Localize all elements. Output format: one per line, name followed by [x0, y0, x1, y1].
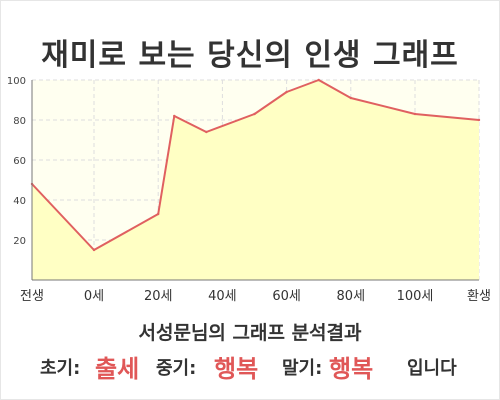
early-label: 초기:: [40, 358, 81, 379]
chart-title: 재미로 보는 당신의 인생 그래프: [41, 38, 459, 73]
data-point: [253, 112, 256, 116]
analysis-name-line: 서성문님의 그래프 분석결과: [138, 322, 362, 344]
middle-value: 행복: [214, 355, 259, 383]
late-label: 말기:: [282, 358, 323, 379]
y-tick-label: 20: [13, 236, 26, 247]
middle-label: 중기:: [156, 358, 197, 379]
x-tick-label: 100세: [397, 289, 434, 304]
x-tick-label: 환생: [467, 289, 491, 304]
x-tick-label: 60세: [272, 289, 301, 304]
data-point: [477, 118, 481, 122]
series-area: [32, 80, 479, 280]
early-value: 출세: [95, 355, 140, 383]
data-point: [173, 114, 176, 118]
late-value: 행복: [329, 355, 374, 383]
data-point: [349, 96, 352, 100]
x-tick-label: 80세: [337, 289, 366, 304]
y-tick-label: 60: [13, 156, 26, 167]
x-tick-label: 전생: [20, 289, 44, 304]
data-point: [413, 112, 417, 116]
x-tick-label: 0세: [84, 289, 104, 304]
data-point: [317, 78, 320, 82]
x-tick-label: 20세: [144, 289, 173, 304]
analysis-summary: 초기: 출세 중기: 행복 말기: 행복 입니다: [0, 346, 500, 383]
y-tick-label: 80: [13, 116, 26, 127]
data-point: [92, 248, 96, 252]
data-point: [205, 130, 208, 134]
ending-text: 입니다: [407, 358, 457, 379]
y-tick-label: 100: [7, 76, 26, 87]
data-point: [285, 90, 288, 94]
y-tick-label: 40: [13, 196, 26, 207]
data-point: [157, 212, 160, 216]
x-tick-label: 40세: [208, 289, 237, 304]
